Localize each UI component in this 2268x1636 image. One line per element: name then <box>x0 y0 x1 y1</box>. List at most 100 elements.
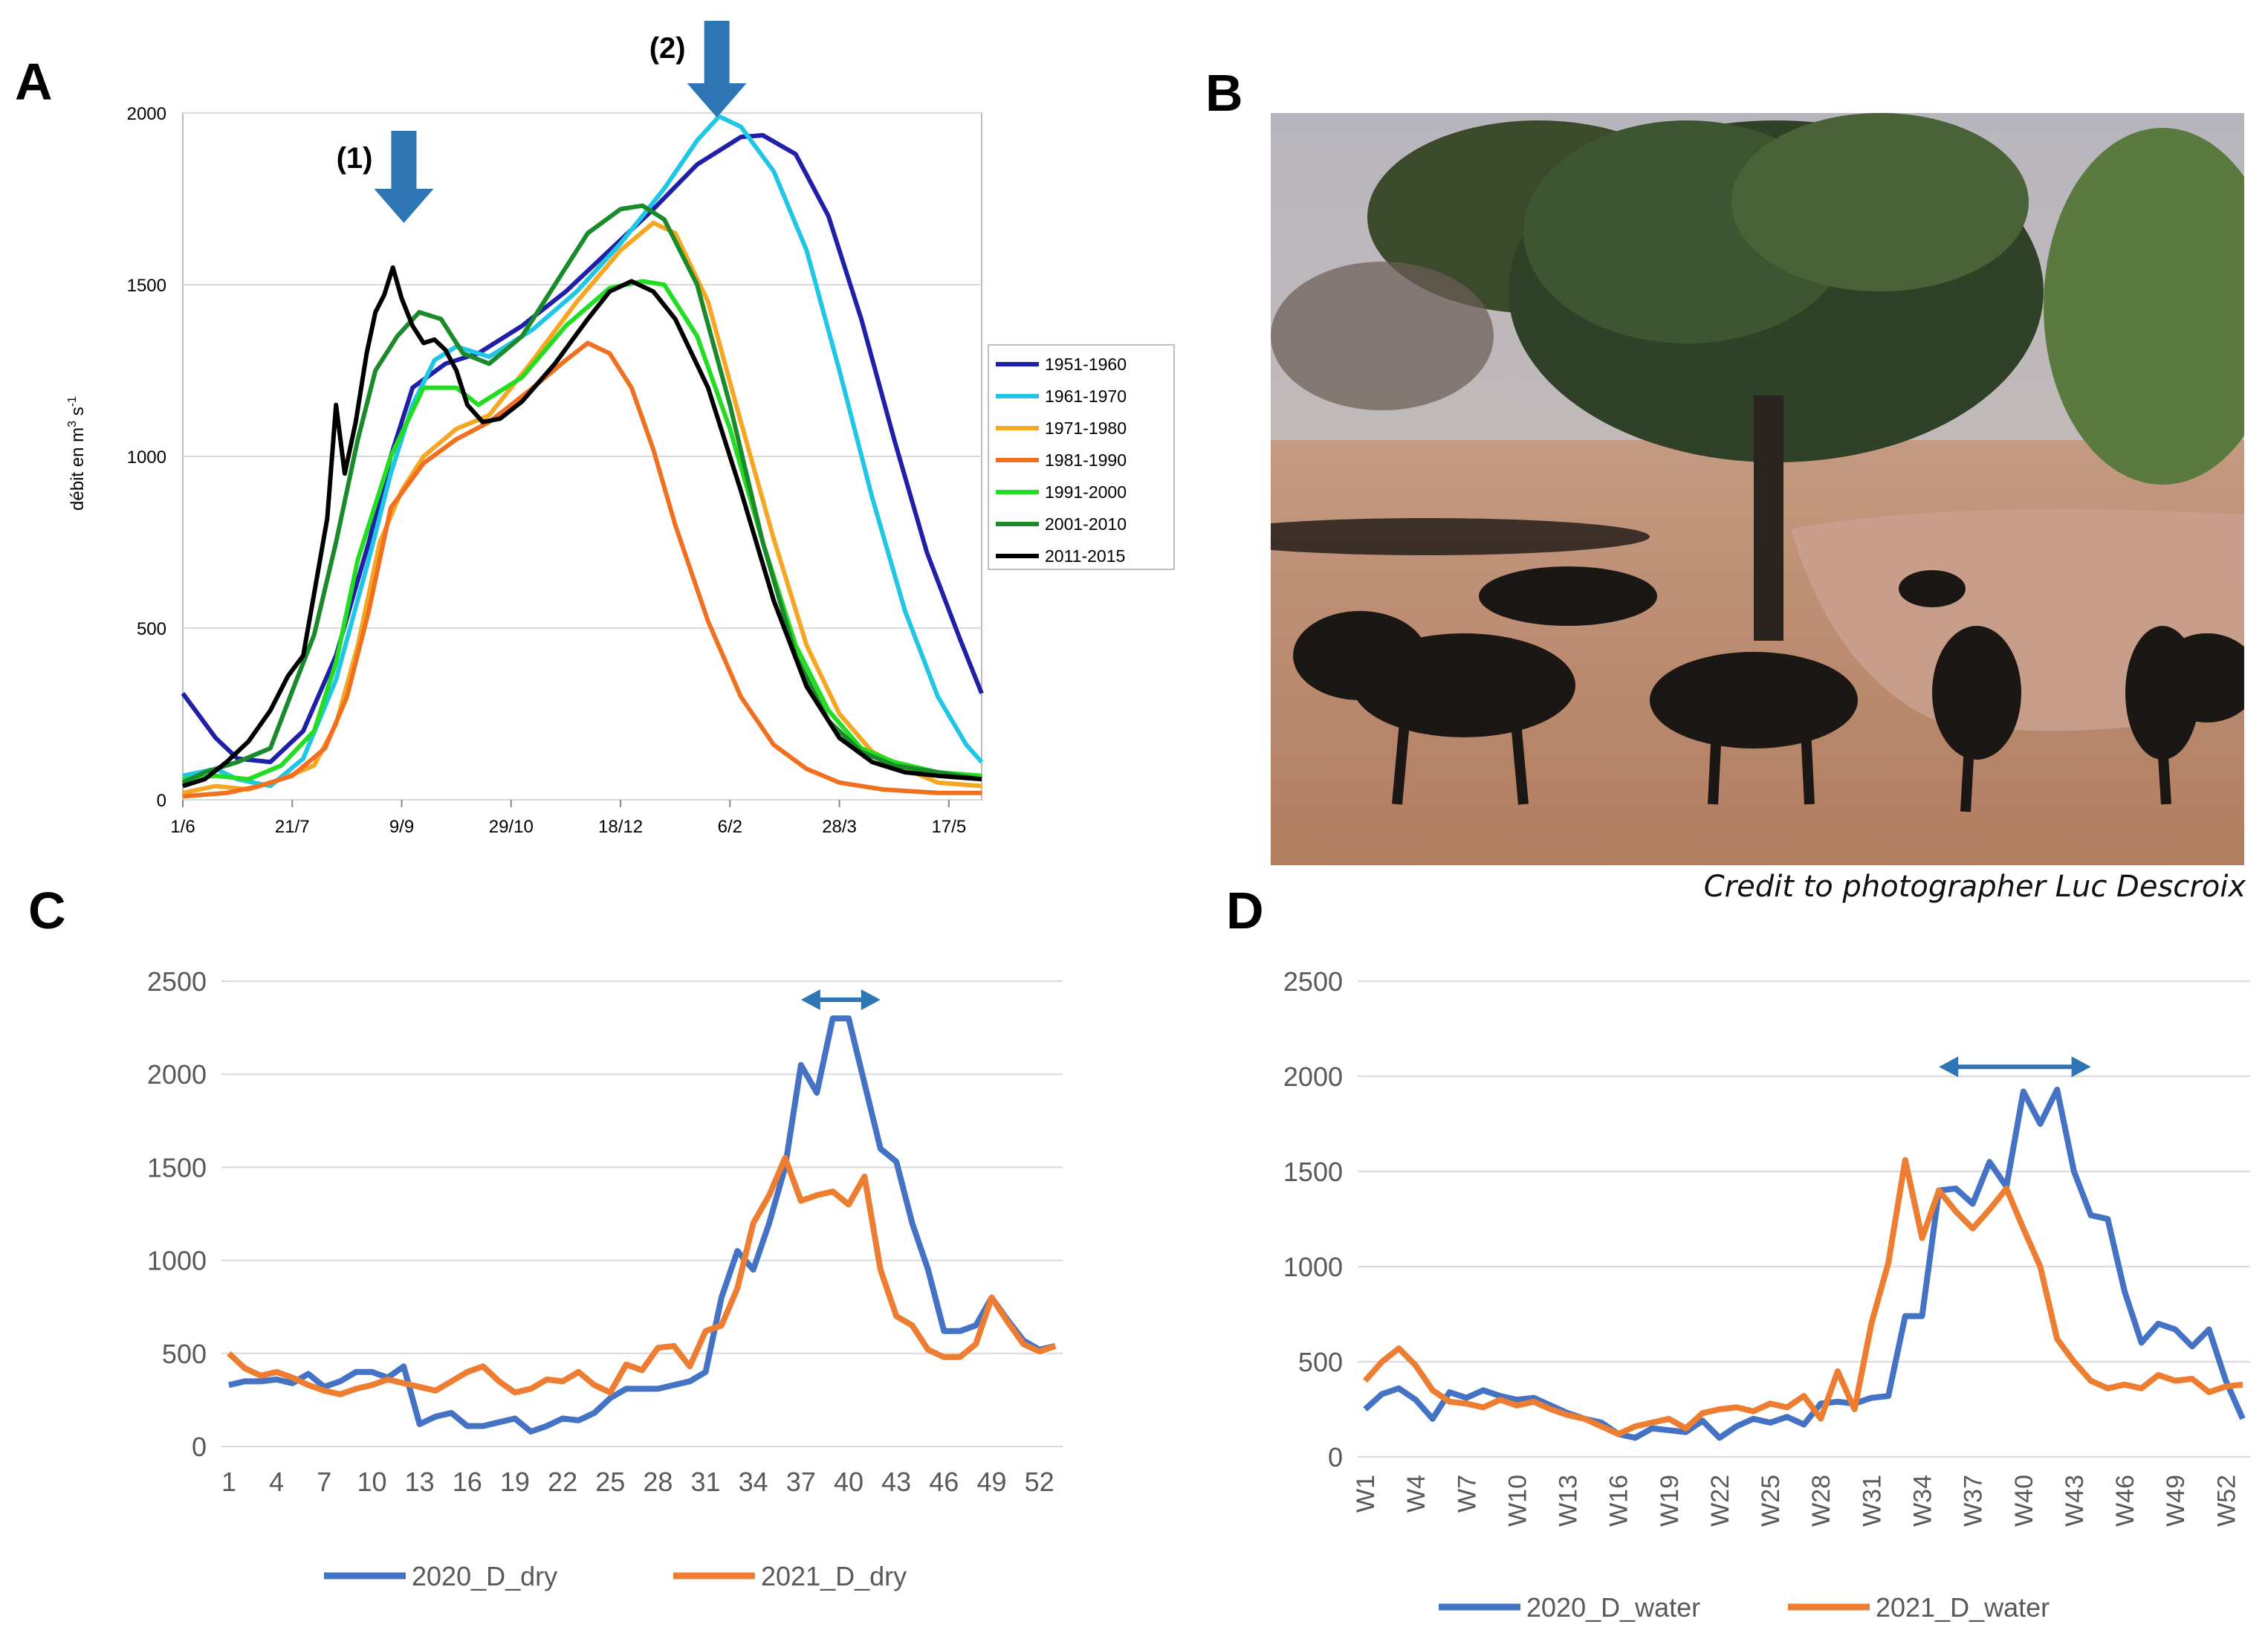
legend-label-2020-d-water: 2020_D_water <box>1526 1592 1700 1623</box>
series-line-1981-1990 <box>182 340 982 799</box>
x-tick-labels: 1/6 21/7 9/9 29/10 18/12 6/2 28/3 17/5 <box>170 800 966 837</box>
panel-label-b: B <box>1205 64 1243 122</box>
series-line-2020-d-water <box>1363 1086 2246 1441</box>
x-tick-43: 43 <box>881 1467 911 1497</box>
photo-image <box>1271 113 2244 865</box>
series-line-1951-1960 <box>181 133 984 765</box>
x-tick-w43: W43 <box>2061 1475 2089 1527</box>
y-tick-2500: 2500 <box>1283 966 1343 997</box>
x-tick-29-10: 29/10 <box>489 817 534 837</box>
x-tick-w34: W34 <box>1908 1475 1937 1527</box>
y-gridlines <box>1358 980 2250 1458</box>
x-tick-13: 13 <box>405 1467 435 1497</box>
x-tick-labels: W1 W4 W7 W10 W13 W16 W19 W22 W25 W28 W31 W34 W37 W40 W… <box>1352 1475 2241 1527</box>
chart-c-weekly-dry: 0 500 1000 1500 2000 2500 1 4 7 10 13 16 19 22 25 28 31… <box>147 966 1063 1591</box>
y-tick-1500: 1500 <box>147 1152 207 1183</box>
x-tick-w16: W16 <box>1605 1475 1633 1527</box>
legend-label-1951-1960: 1951-1960 <box>1045 355 1127 374</box>
legend: 2020_D_water 2021_D_water <box>1439 1592 2050 1623</box>
y-tick-2500: 2500 <box>147 966 207 997</box>
series-lines <box>1363 1086 2246 1441</box>
x-tick-w31: W31 <box>1858 1475 1886 1527</box>
series-line-2020-d-dry <box>228 1015 1056 1435</box>
x-tick-49: 49 <box>976 1467 1006 1497</box>
y-tick-1500: 1500 <box>127 276 166 296</box>
legend-label-1971-1980: 1971-1980 <box>1045 418 1127 438</box>
y-tick-labels: 0 500 1000 1500 2000 <box>127 104 166 811</box>
series-line-2021-d-dry <box>227 1154 1057 1397</box>
y-tick-500: 500 <box>162 1339 207 1369</box>
x-tick-17-5: 17/5 <box>931 817 966 837</box>
arrow-head-left <box>1939 1056 1959 1078</box>
legend-label-2020-d-dry: 2020_D_dry <box>412 1561 557 1591</box>
x-tick-w7: W7 <box>1453 1475 1481 1513</box>
x-tick-37: 37 <box>786 1467 816 1497</box>
x-tick-52: 52 <box>1025 1467 1054 1497</box>
y-tick-1500: 1500 <box>1283 1157 1343 1187</box>
x-tick-34: 34 <box>739 1467 768 1497</box>
y-tick-0: 0 <box>157 791 166 811</box>
x-tick-21-7: 21/7 <box>275 817 310 837</box>
panel-label-a: A <box>15 53 53 111</box>
y-tick-500: 500 <box>137 619 166 639</box>
y-axis-label-main: débit en m <box>68 427 88 511</box>
x-tick-22: 22 <box>548 1467 577 1497</box>
x-tick-w46: W46 <box>2111 1475 2139 1527</box>
x-tick-w10: W10 <box>1503 1475 1532 1527</box>
x-tick-w22: W22 <box>1706 1475 1734 1527</box>
y-tick-0: 0 <box>192 1432 207 1462</box>
x-tick-19: 19 <box>500 1467 530 1497</box>
x-tick-w28: W28 <box>1807 1475 1836 1527</box>
series-lines <box>181 114 984 799</box>
x-tick-40: 40 <box>834 1467 864 1497</box>
y-tick-2000: 2000 <box>1283 1061 1343 1092</box>
x-tick-4: 4 <box>269 1467 284 1497</box>
x-tick-25: 25 <box>595 1467 625 1497</box>
x-tick-w52: W52 <box>2212 1475 2241 1527</box>
panel-label-d: D <box>1226 882 1264 940</box>
y-tick-2000: 2000 <box>127 104 166 124</box>
x-tick-w19: W19 <box>1656 1475 1684 1527</box>
x-tick-w4: W4 <box>1402 1475 1431 1513</box>
y-tick-labels: 0 500 1000 1500 2000 2500 <box>1283 966 1343 1472</box>
cattle-watering-photo <box>1271 113 2244 865</box>
y-axis-label-sup1: 3 <box>66 421 79 427</box>
x-tick-16: 16 <box>453 1467 482 1497</box>
x-tick-18-12: 18/12 <box>598 817 643 837</box>
series-line-1971-1980 <box>182 220 982 795</box>
x-tick-w1: W1 <box>1352 1475 1380 1513</box>
x-tick-1: 1 <box>221 1467 236 1497</box>
y-tick-1000: 1000 <box>1283 1252 1343 1282</box>
legend-label-2021-d-dry: 2021_D_dry <box>761 1561 907 1591</box>
chart-a-hydrograph: 0 500 1000 1500 2000 1/6 21/7 9/9 29/10 18/12 6/2… <box>66 21 1175 837</box>
x-tick-w40: W40 <box>2010 1475 2038 1527</box>
y-tick-1000: 1000 <box>127 447 166 468</box>
legend-label-2001-2010: 2001-2010 <box>1045 514 1127 534</box>
y-tick-0: 0 <box>1328 1442 1343 1472</box>
x-tick-w37: W37 <box>1960 1475 1988 1527</box>
peak-range-arrow <box>800 989 881 1011</box>
legend-label-2021-d-water: 2021_D_water <box>1876 1592 2050 1623</box>
legend-label-2011-2015: 2011-2015 <box>1045 546 1125 566</box>
y-tick-labels: 0 500 1000 1500 2000 2500 <box>147 966 207 1462</box>
photo-credit: Credit to photographer Luc Descroix <box>1703 870 2246 904</box>
x-tick-46: 46 <box>929 1467 959 1497</box>
x-tick-w25: W25 <box>1757 1475 1785 1527</box>
y-axis-label-sup2: -1 <box>66 396 79 407</box>
x-tick-1-6: 1/6 <box>170 817 195 837</box>
series-line-2011-2015 <box>182 265 982 789</box>
x-tick-28: 28 <box>643 1467 673 1497</box>
annotation-label-1: (1) <box>337 142 373 175</box>
legend-label-1981-1990: 1981-1990 <box>1045 450 1127 470</box>
y-axis-label-mid: s <box>68 407 88 421</box>
x-tick-10: 10 <box>357 1467 386 1497</box>
series-lines <box>227 1015 1057 1435</box>
legend-label-1961-1970: 1961-1970 <box>1045 387 1127 406</box>
annotation-arrows: (1) (2) <box>337 21 747 223</box>
x-tick-7: 7 <box>317 1467 331 1497</box>
series-line-1991-2000 <box>182 279 982 782</box>
annotation-arrow-2 <box>687 21 747 117</box>
y-tick-2000: 2000 <box>147 1059 207 1090</box>
legend: 2020_D_dry 2021_D_dry <box>324 1561 907 1591</box>
